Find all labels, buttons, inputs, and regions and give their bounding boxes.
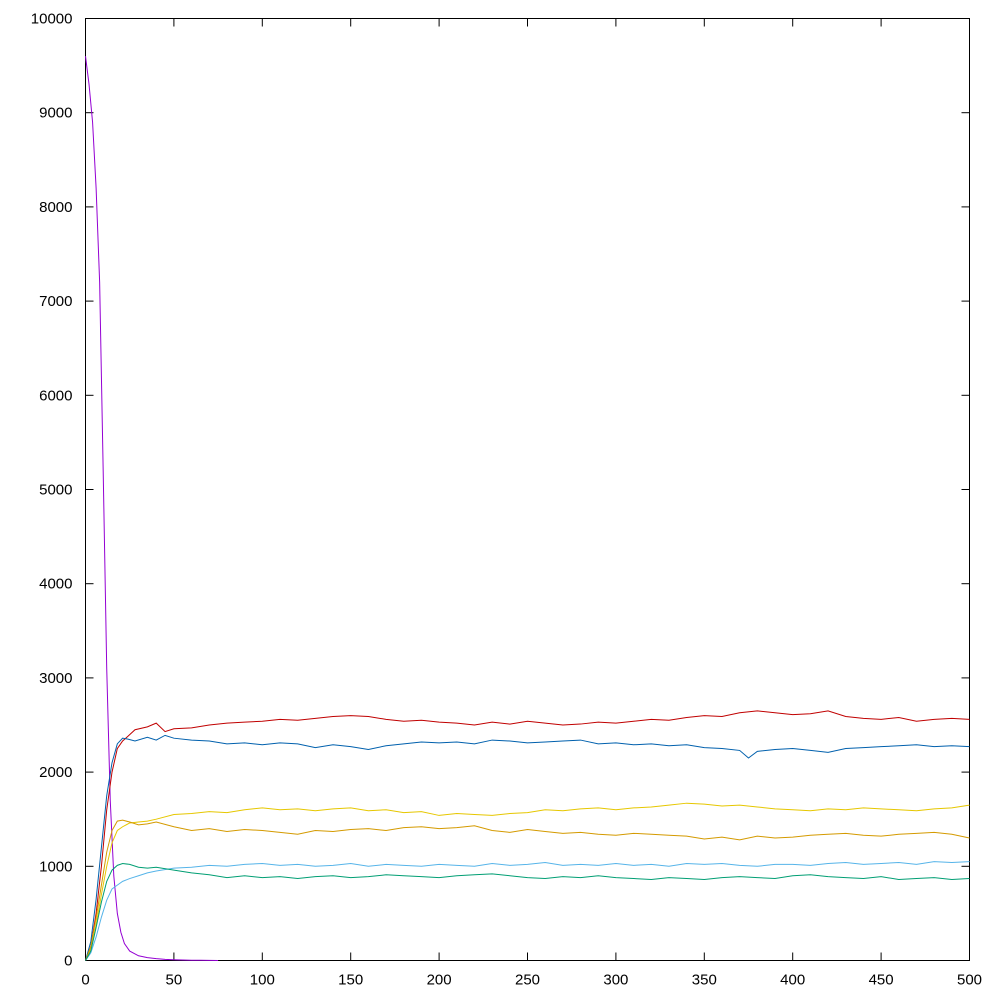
series-line-3: [85, 734, 970, 961]
y-tick-label: 1000: [39, 858, 72, 875]
x-tick-label: 400: [780, 972, 805, 989]
x-tick-label: 100: [250, 972, 275, 989]
x-tick-label: 250: [515, 972, 540, 989]
x-tick-label: 300: [603, 972, 628, 989]
x-axis: 0 50 100 150 200 250 300 350 400 450 500: [81, 18, 982, 989]
y-tick-label: 8000: [39, 199, 72, 216]
y-tick-label: 9000: [39, 105, 72, 122]
x-tick-label: 150: [338, 972, 363, 989]
series-line-1: [85, 56, 219, 961]
y-tick-label: 5000: [39, 482, 72, 499]
y-axis: 0 1000 2000 3000 4000 5000 6000 7000 8000 9000 100…: [31, 11, 970, 970]
series-line-2: [85, 710, 970, 961]
y-tick-label: 7000: [39, 293, 72, 310]
x-tick-label: 0: [81, 972, 89, 989]
y-tick-label: 10000: [31, 11, 73, 28]
series-line-4: [85, 802, 970, 961]
x-tick-label: 450: [869, 972, 894, 989]
series-line-7: [85, 862, 970, 961]
y-tick-label: 6000: [39, 387, 72, 404]
x-tick-label: 50: [166, 972, 183, 989]
y-tick-label: 4000: [39, 576, 72, 593]
x-tick-label: 350: [692, 972, 717, 989]
series-line-5: [85, 819, 970, 961]
series-line-6: [85, 861, 970, 961]
plot-frame: [85, 18, 970, 961]
x-tick-label: 500: [957, 972, 982, 989]
y-tick-label: 3000: [39, 670, 72, 687]
y-tick-label: 2000: [39, 764, 72, 781]
y-tick-label: 0: [64, 953, 72, 970]
series-layer: [85, 56, 970, 961]
x-tick-label: 200: [427, 972, 452, 989]
